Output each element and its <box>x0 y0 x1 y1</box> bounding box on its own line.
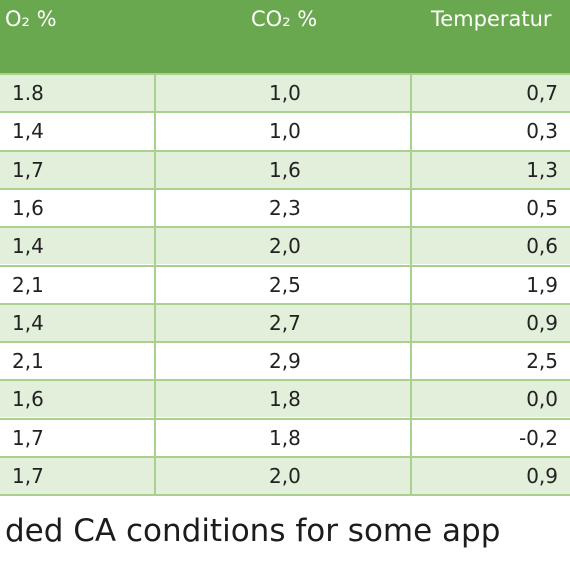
cell-co2: 1,8 <box>269 387 301 411</box>
cell-o2: 1,6 <box>12 387 44 411</box>
column-divider <box>410 73 412 496</box>
table-row: 1,4 1,0 0,3 <box>0 111 570 149</box>
column-divider <box>154 73 156 496</box>
cell-co2: 1,8 <box>269 426 301 450</box>
cell-o2: 2,1 <box>12 273 44 297</box>
cell-o2: 1,7 <box>12 464 44 488</box>
table-row: 1,4 2,7 0,9 <box>0 303 570 341</box>
cell-o2: 2,1 <box>12 349 44 373</box>
cell-co2: 2,0 <box>269 464 301 488</box>
table-bottom-border <box>0 494 570 496</box>
header-temperature: Temperatur <box>431 7 552 31</box>
cell-o2: 1,6 <box>12 196 44 220</box>
table-row: 2,1 2,9 2,5 <box>0 341 570 379</box>
cell-co2: 2,9 <box>269 349 301 373</box>
cell-co2: 2,7 <box>269 311 301 335</box>
cell-temperature: 0,7 <box>526 81 558 105</box>
cell-temperature: 0,9 <box>526 464 558 488</box>
cell-temperature: 0,6 <box>526 234 558 258</box>
cell-temperature: 0,3 <box>526 119 558 143</box>
cell-co2: 2,5 <box>269 273 301 297</box>
table-row: 1,7 1,6 1,3 <box>0 150 570 188</box>
cell-temperature: 0,5 <box>526 196 558 220</box>
table-row: 2,1 2,5 1,9 <box>0 265 570 303</box>
table-row: 1,7 1,8 -0,2 <box>0 418 570 456</box>
table-header: O₂ % CO₂ % Temperatur <box>0 0 570 73</box>
cell-o2: 1,7 <box>12 158 44 182</box>
header-o2: O₂ % <box>5 7 57 31</box>
table-row: 1,6 2,3 0,5 <box>0 188 570 226</box>
cell-o2: 1,4 <box>12 234 44 258</box>
cell-o2: 1,4 <box>12 119 44 143</box>
header-co2: CO₂ % <box>251 7 318 31</box>
cell-temperature: 1,3 <box>526 158 558 182</box>
cell-temperature: 0,9 <box>526 311 558 335</box>
table-row: 1,6 1,8 0,0 <box>0 379 570 417</box>
cell-temperature: 2,5 <box>526 349 558 373</box>
table-row: 1.8 1,0 0,7 <box>0 73 570 111</box>
cell-o2: 1.8 <box>12 81 44 105</box>
cell-temperature: 1,9 <box>526 273 558 297</box>
cell-temperature: 0,0 <box>526 387 558 411</box>
cell-co2: 1,6 <box>269 158 301 182</box>
cell-co2: 1,0 <box>269 81 301 105</box>
cell-temperature: -0,2 <box>518 426 558 450</box>
cell-co2: 1,0 <box>269 119 301 143</box>
cell-o2: 1,7 <box>12 426 44 450</box>
table-row: 1,4 2,0 0,6 <box>0 226 570 264</box>
cell-co2: 2,3 <box>269 196 301 220</box>
table-row: 1,7 2,0 0,9 <box>0 456 570 494</box>
cell-co2: 2,0 <box>269 234 301 258</box>
table-caption: ded CA conditions for some app <box>5 513 501 549</box>
cell-o2: 1,4 <box>12 311 44 335</box>
